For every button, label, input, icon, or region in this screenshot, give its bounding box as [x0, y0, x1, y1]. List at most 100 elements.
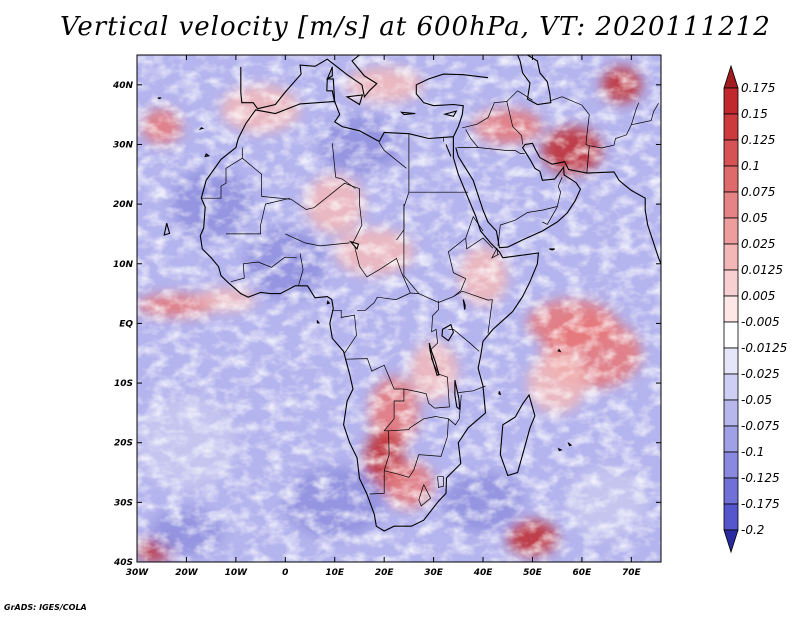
- velocity-field: [137, 55, 661, 562]
- country-border: [448, 394, 462, 426]
- country-border: [403, 204, 467, 303]
- colorbar-label: -0.2: [741, 523, 764, 537]
- country-border: [332, 309, 357, 354]
- country-border: [331, 143, 356, 189]
- country-border: [201, 147, 243, 199]
- lat-tick-label: 40N: [112, 81, 134, 91]
- chart-title: Vertical velocity [m/s] at 600hPa, VT: 2…: [60, 12, 771, 42]
- island-outline: [326, 300, 331, 305]
- arabia-coastline: [455, 142, 661, 265]
- island-outline: [316, 319, 321, 324]
- country-border: [457, 129, 479, 148]
- colorbar-cell: [723, 113, 739, 141]
- lat-tick-label: 10S: [114, 379, 133, 389]
- country-border: [378, 142, 407, 169]
- country-border: [465, 215, 484, 239]
- lon-tick-label: 20E: [375, 568, 395, 578]
- island-outline: [557, 447, 563, 452]
- lon-tick-label: 20W: [175, 568, 199, 578]
- lat-tick-label: EQ: [119, 319, 133, 329]
- country-border: [448, 329, 480, 352]
- lon-tick-label: 30E: [424, 568, 444, 578]
- country-border: [465, 237, 494, 250]
- lat-tick-label: 30S: [114, 498, 133, 508]
- lat-tick-label: 20N: [113, 200, 134, 210]
- colorbar-label: -0.0125: [741, 341, 787, 355]
- island-outline: [567, 441, 573, 447]
- island-outline: [442, 110, 458, 118]
- lake-outline: [454, 379, 461, 411]
- colorbar-cell: [723, 503, 739, 531]
- island-outline: [498, 391, 502, 396]
- coastlines: [157, 55, 661, 532]
- colorbar-label: -0.05: [741, 393, 772, 407]
- country-border: [357, 292, 411, 311]
- island-outline: [163, 223, 171, 236]
- lon-tick-label: 40E: [473, 568, 494, 578]
- country-border: [354, 245, 419, 294]
- colorbar-label: 0.005: [741, 289, 775, 303]
- island-outline: [326, 78, 336, 103]
- levant-coastline: [415, 73, 489, 137]
- island-outline: [557, 348, 562, 353]
- country-border: [418, 484, 432, 507]
- colorbar-label: -0.075: [741, 419, 780, 433]
- madagascar-coastline: [499, 393, 536, 477]
- country-border: [506, 90, 533, 102]
- country-border: [491, 247, 500, 259]
- country-border: [384, 416, 449, 478]
- caspian-coastline: [517, 55, 552, 106]
- colorbar-label: 0.075: [741, 185, 775, 199]
- red-sea-gulf: [445, 144, 452, 157]
- country-border: [403, 359, 450, 409]
- colorbar-cell: [723, 139, 739, 167]
- colorbar-cell: [723, 191, 739, 219]
- island-outline: [345, 94, 364, 106]
- lon-tick-label: 0: [282, 568, 288, 578]
- colorbar-bottom-arrow: [723, 529, 739, 554]
- colorbar-cell: [723, 269, 739, 297]
- colorbar-label: -0.005: [741, 315, 780, 329]
- country-border: [226, 197, 291, 235]
- country-border: [631, 103, 659, 126]
- country-border: [453, 290, 493, 334]
- africa-coastline: [199, 100, 540, 532]
- island-outline: [157, 97, 162, 100]
- island-outline: [198, 127, 205, 130]
- lake-outline: [462, 299, 466, 310]
- lat-tick-label: 30N: [113, 140, 134, 150]
- colorbar-label: -0.125: [741, 471, 780, 485]
- lon-tick-label: 10W: [225, 568, 249, 578]
- longitude-axis: 30W 20W 10W 0 10E 20E 30E 40E 50E 60E 70E: [126, 55, 642, 578]
- colorbar-label: 0.15: [741, 107, 768, 121]
- colorbar-cell: [723, 347, 739, 375]
- lake-outline: [441, 323, 454, 342]
- country-border: [242, 157, 363, 244]
- country-border: [542, 177, 563, 225]
- lat-tick-label: 10N: [113, 260, 134, 270]
- country-border: [437, 476, 444, 488]
- island-outline: [399, 111, 416, 116]
- country-border: [462, 101, 523, 145]
- footer-credit: GrADS: IGES/COLA: [4, 603, 87, 612]
- colorbar: 0.175 0.15 0.125 0.1 0.075 0.05 0.025 0.0125 0.0…: [723, 64, 787, 554]
- colorbar-cell: [723, 217, 739, 245]
- lake-outline: [428, 342, 440, 376]
- map-frame: [136, 54, 662, 563]
- colorbar-cell: [723, 243, 739, 271]
- colorbar-cell: [723, 425, 739, 453]
- lon-tick-label: 70E: [622, 568, 642, 578]
- latitude-axis: 40N 30N 20N 10N EQ 10S 20S 30S 40S: [112, 81, 661, 568]
- colorbar-label: 0.05: [741, 211, 768, 225]
- country-border: [230, 256, 297, 283]
- colorbar-top-arrow: [723, 64, 739, 89]
- country-border: [549, 96, 590, 174]
- colorbar-label: -0.175: [741, 497, 780, 511]
- colorbar-cell: [723, 477, 739, 505]
- island-outline: [326, 66, 333, 81]
- colorbar-label: -0.025: [741, 367, 780, 381]
- lon-tick-label: 60E: [573, 568, 593, 578]
- colorbar-cell: [723, 295, 739, 323]
- colorbar-label: 0.0125: [741, 263, 783, 277]
